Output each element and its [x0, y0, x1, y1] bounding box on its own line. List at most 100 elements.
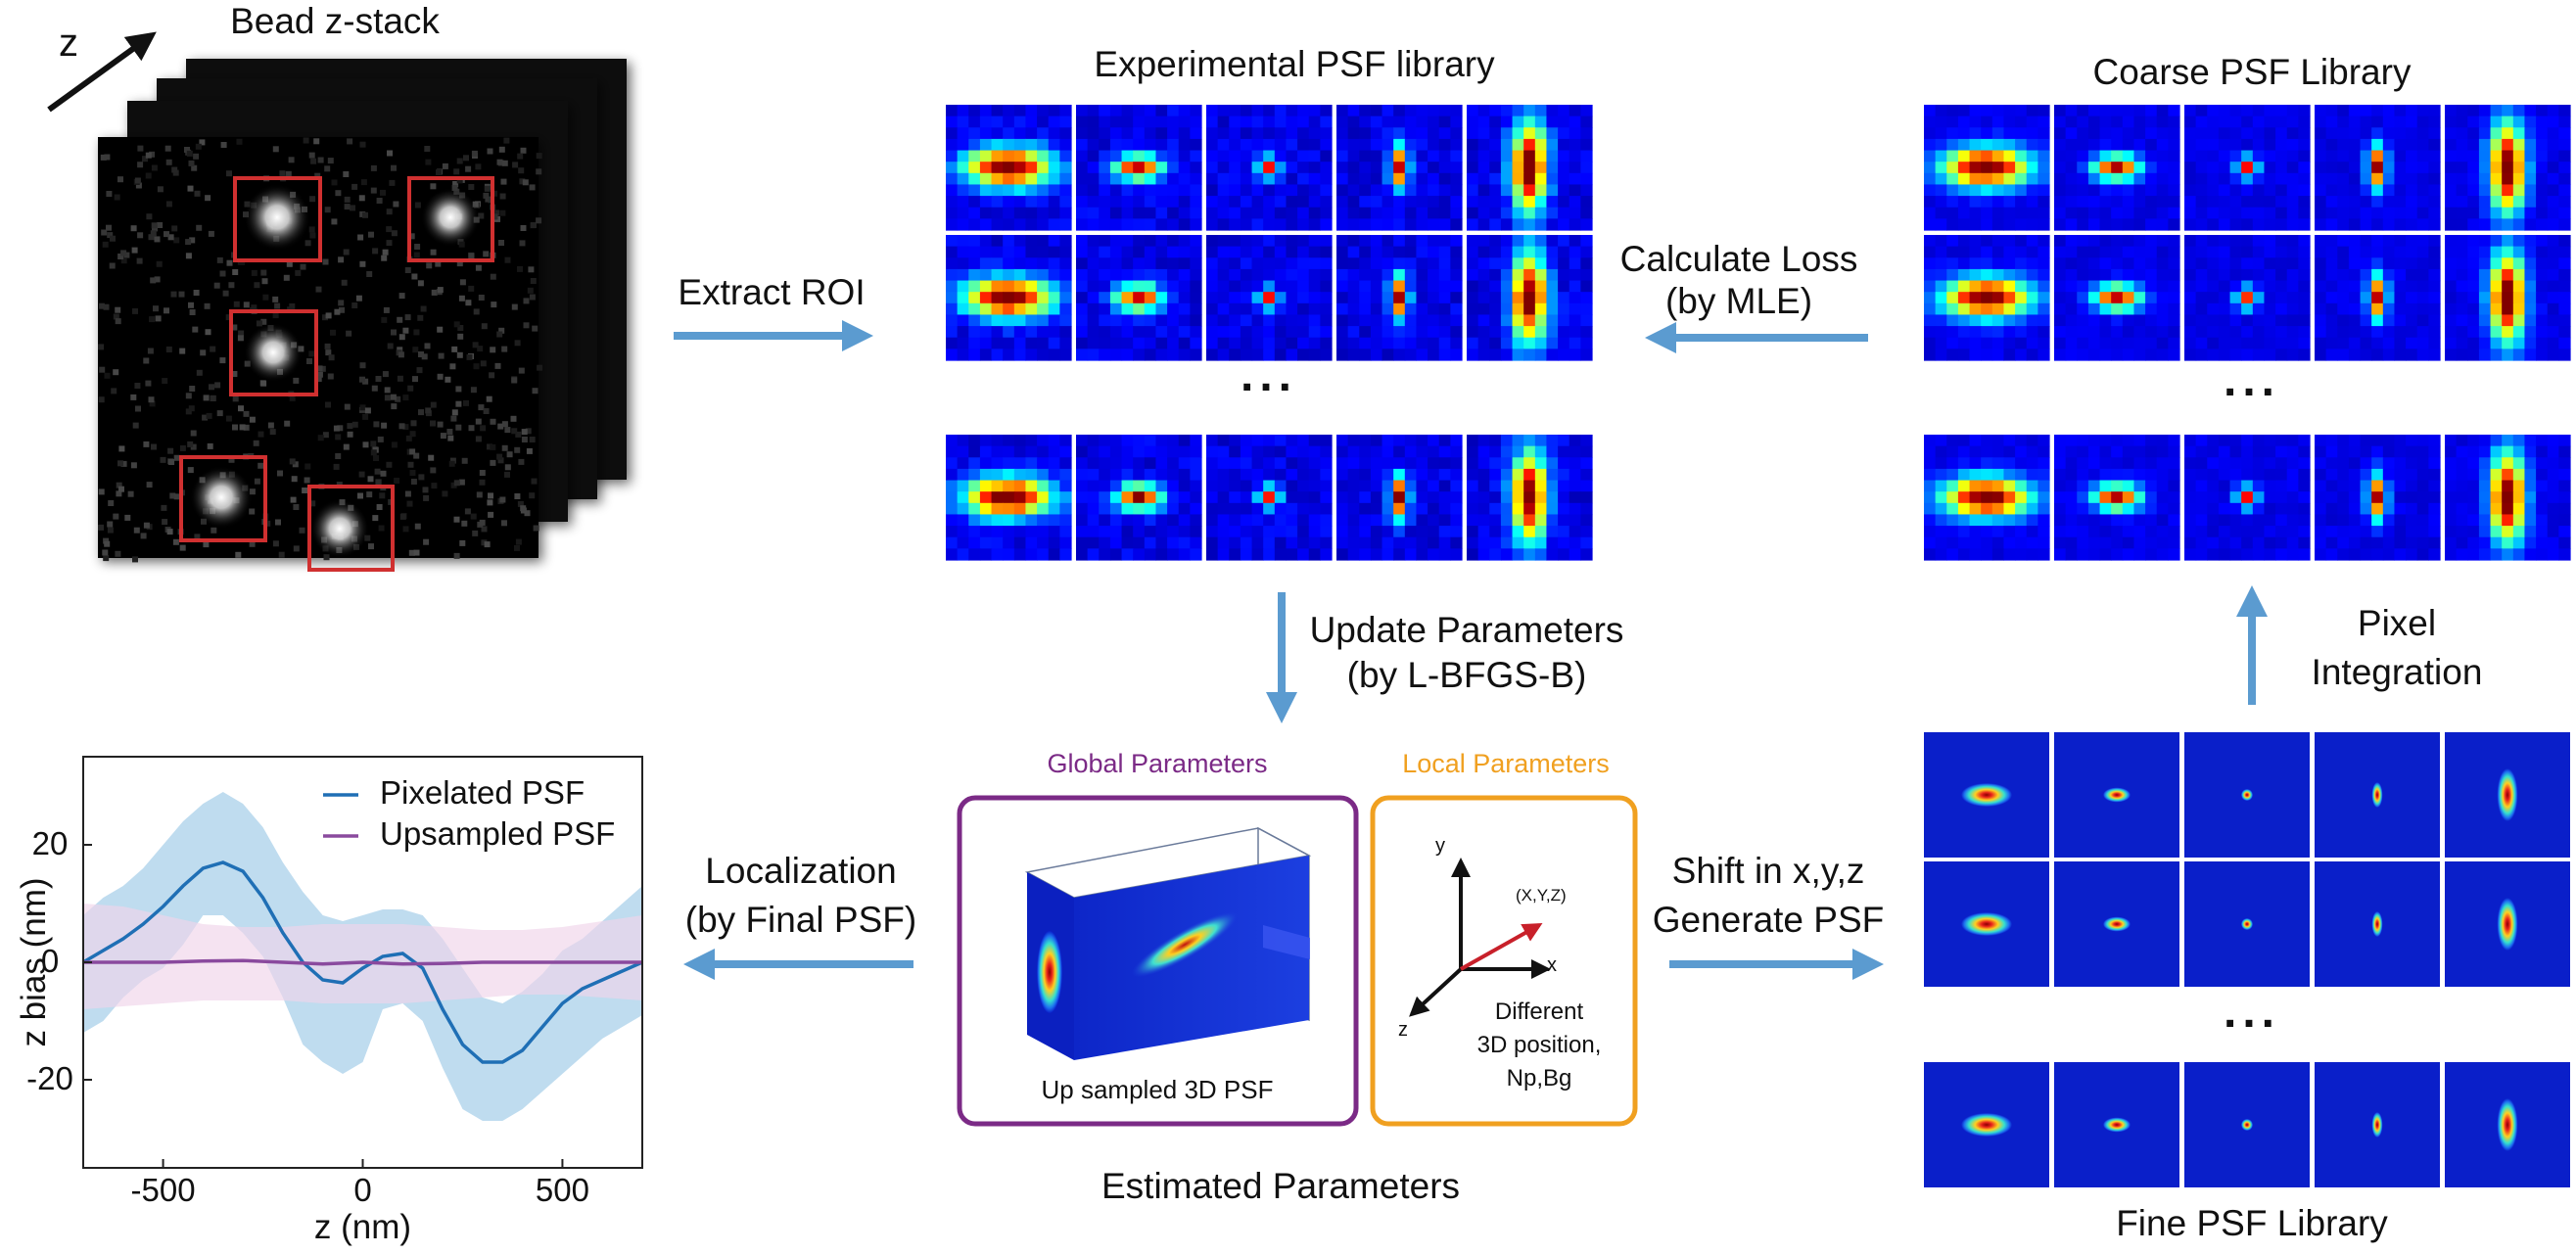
psf-pixel: [2065, 337, 2078, 349]
psf-pixel: [979, 257, 993, 270]
psf-pixel: [1297, 526, 1310, 538]
psf-pixel: [2252, 207, 2266, 219]
psf-pixel: [2184, 138, 2197, 152]
psf-pixel: [1240, 280, 1253, 293]
psf-pixel: [2360, 292, 2372, 304]
psf-pixel: [1229, 184, 1241, 197]
psf-pixel: [1099, 445, 1111, 458]
psf-pixel: [1523, 162, 1536, 174]
psf-pixel: [1969, 326, 1982, 339]
psf-pixel: [2133, 548, 2146, 561]
psf-pixel: [2184, 526, 2197, 538]
psf-pixel: [1569, 314, 1581, 327]
noise-speck: [202, 414, 209, 421]
psf-pixel: [1957, 207, 1971, 219]
psf-pixel: [2360, 435, 2372, 447]
psf-pixel: [2394, 435, 2407, 447]
psf-pixel: [1297, 491, 1310, 504]
psf-pixel: [2026, 116, 2038, 128]
psf-pixel: [1347, 172, 1360, 186]
noise-speck: [473, 363, 480, 370]
psf-pixel: [1059, 268, 1072, 282]
psf-pixel: [2428, 337, 2441, 349]
psf-pixel: [2558, 526, 2571, 538]
psf-pixel: [1467, 337, 1479, 349]
psf-pixel: [1981, 480, 1993, 492]
psf-pixel: [1297, 162, 1310, 174]
psf-pixel: [1935, 468, 1947, 482]
psf-pixel: [1382, 302, 1394, 316]
psf-pixel: [1347, 196, 1360, 209]
psf-pixel: [2456, 491, 2468, 504]
psf-pixel: [991, 218, 1004, 231]
psf-pixel: [1467, 457, 1479, 470]
psf-pixel: [1969, 116, 1982, 128]
psf-pixel: [1144, 302, 1157, 316]
noise-speck: [536, 217, 542, 224]
psf-pixel: [946, 172, 959, 186]
psf-pixel: [2348, 302, 2362, 316]
psf-pixel: [1155, 548, 1168, 561]
psf-pixel: [1286, 268, 1298, 282]
noise-speck: [132, 422, 139, 429]
psf-pixel: [1359, 246, 1372, 258]
psf-pixel: [1438, 235, 1451, 248]
noise-speck: [179, 348, 186, 354]
psf-pixel: [1144, 480, 1157, 492]
psf-pixel: [1320, 348, 1333, 361]
psf-pixel: [1206, 268, 1219, 282]
psf-pixel: [2547, 348, 2559, 361]
psf-pixel: [1003, 184, 1015, 197]
noise-speck: [496, 331, 503, 338]
noise-speck: [370, 449, 377, 456]
psf-pixel: [2456, 235, 2468, 248]
psf-pixel: [1957, 502, 1971, 516]
psf-pixel: [2026, 268, 2038, 282]
psf-pixel: [1099, 184, 1111, 197]
psf-pixel: [946, 138, 959, 152]
psf-pixel: [2195, 116, 2208, 128]
psf-pixel: [2229, 348, 2242, 361]
psf-pixel: [2111, 172, 2124, 186]
noise-speck: [490, 418, 496, 425]
psf-pixel: [1991, 514, 2005, 527]
psf-pixel: [1336, 280, 1349, 293]
psf-pixel: [2371, 280, 2384, 293]
psf-pixel: [1428, 218, 1440, 231]
psf-pixel: [979, 105, 993, 117]
psf-pixel: [2184, 302, 2197, 316]
psf-pixel: [2111, 526, 2124, 538]
psf-pixel: [2111, 536, 2124, 549]
psf-pixel: [1580, 457, 1593, 470]
psf-pixel: [2478, 116, 2492, 128]
psf-pixel: [1946, 502, 1959, 516]
psf-pixel: [2087, 536, 2101, 549]
noise-speck: [333, 463, 340, 470]
psf-pixel: [1037, 337, 1050, 349]
psf-pixel: [2264, 235, 2276, 248]
noise-speck: [510, 415, 517, 422]
psf-pixel: [946, 292, 959, 304]
psf-pixel: [1438, 218, 1451, 231]
psf-pixel: [1569, 268, 1581, 282]
noise-speck: [477, 346, 484, 352]
psf-pixel: [2348, 314, 2362, 327]
psf-pixel: [1546, 116, 1559, 128]
psf-pixel: [2156, 326, 2169, 339]
psf-pixel: [2325, 116, 2338, 128]
psf-pixel: [2286, 514, 2299, 527]
noise-speck: [521, 429, 528, 436]
psf-pixel: [1206, 302, 1219, 316]
psf-pixel: [1467, 348, 1479, 361]
psf-pixel: [2156, 235, 2169, 248]
psf-pixel: [957, 257, 969, 270]
psf-pixel: [2445, 526, 2458, 538]
psf-pixel: [2099, 150, 2112, 163]
psf-pixel: [1059, 445, 1072, 458]
psf-pixel: [1229, 526, 1241, 538]
psf-pixel: [2315, 348, 2327, 361]
psf-pixel: [1957, 480, 1971, 492]
psf-pixel: [1438, 435, 1451, 447]
psf-pixel: [2026, 480, 2038, 492]
psf-pixel: [2394, 348, 2407, 361]
